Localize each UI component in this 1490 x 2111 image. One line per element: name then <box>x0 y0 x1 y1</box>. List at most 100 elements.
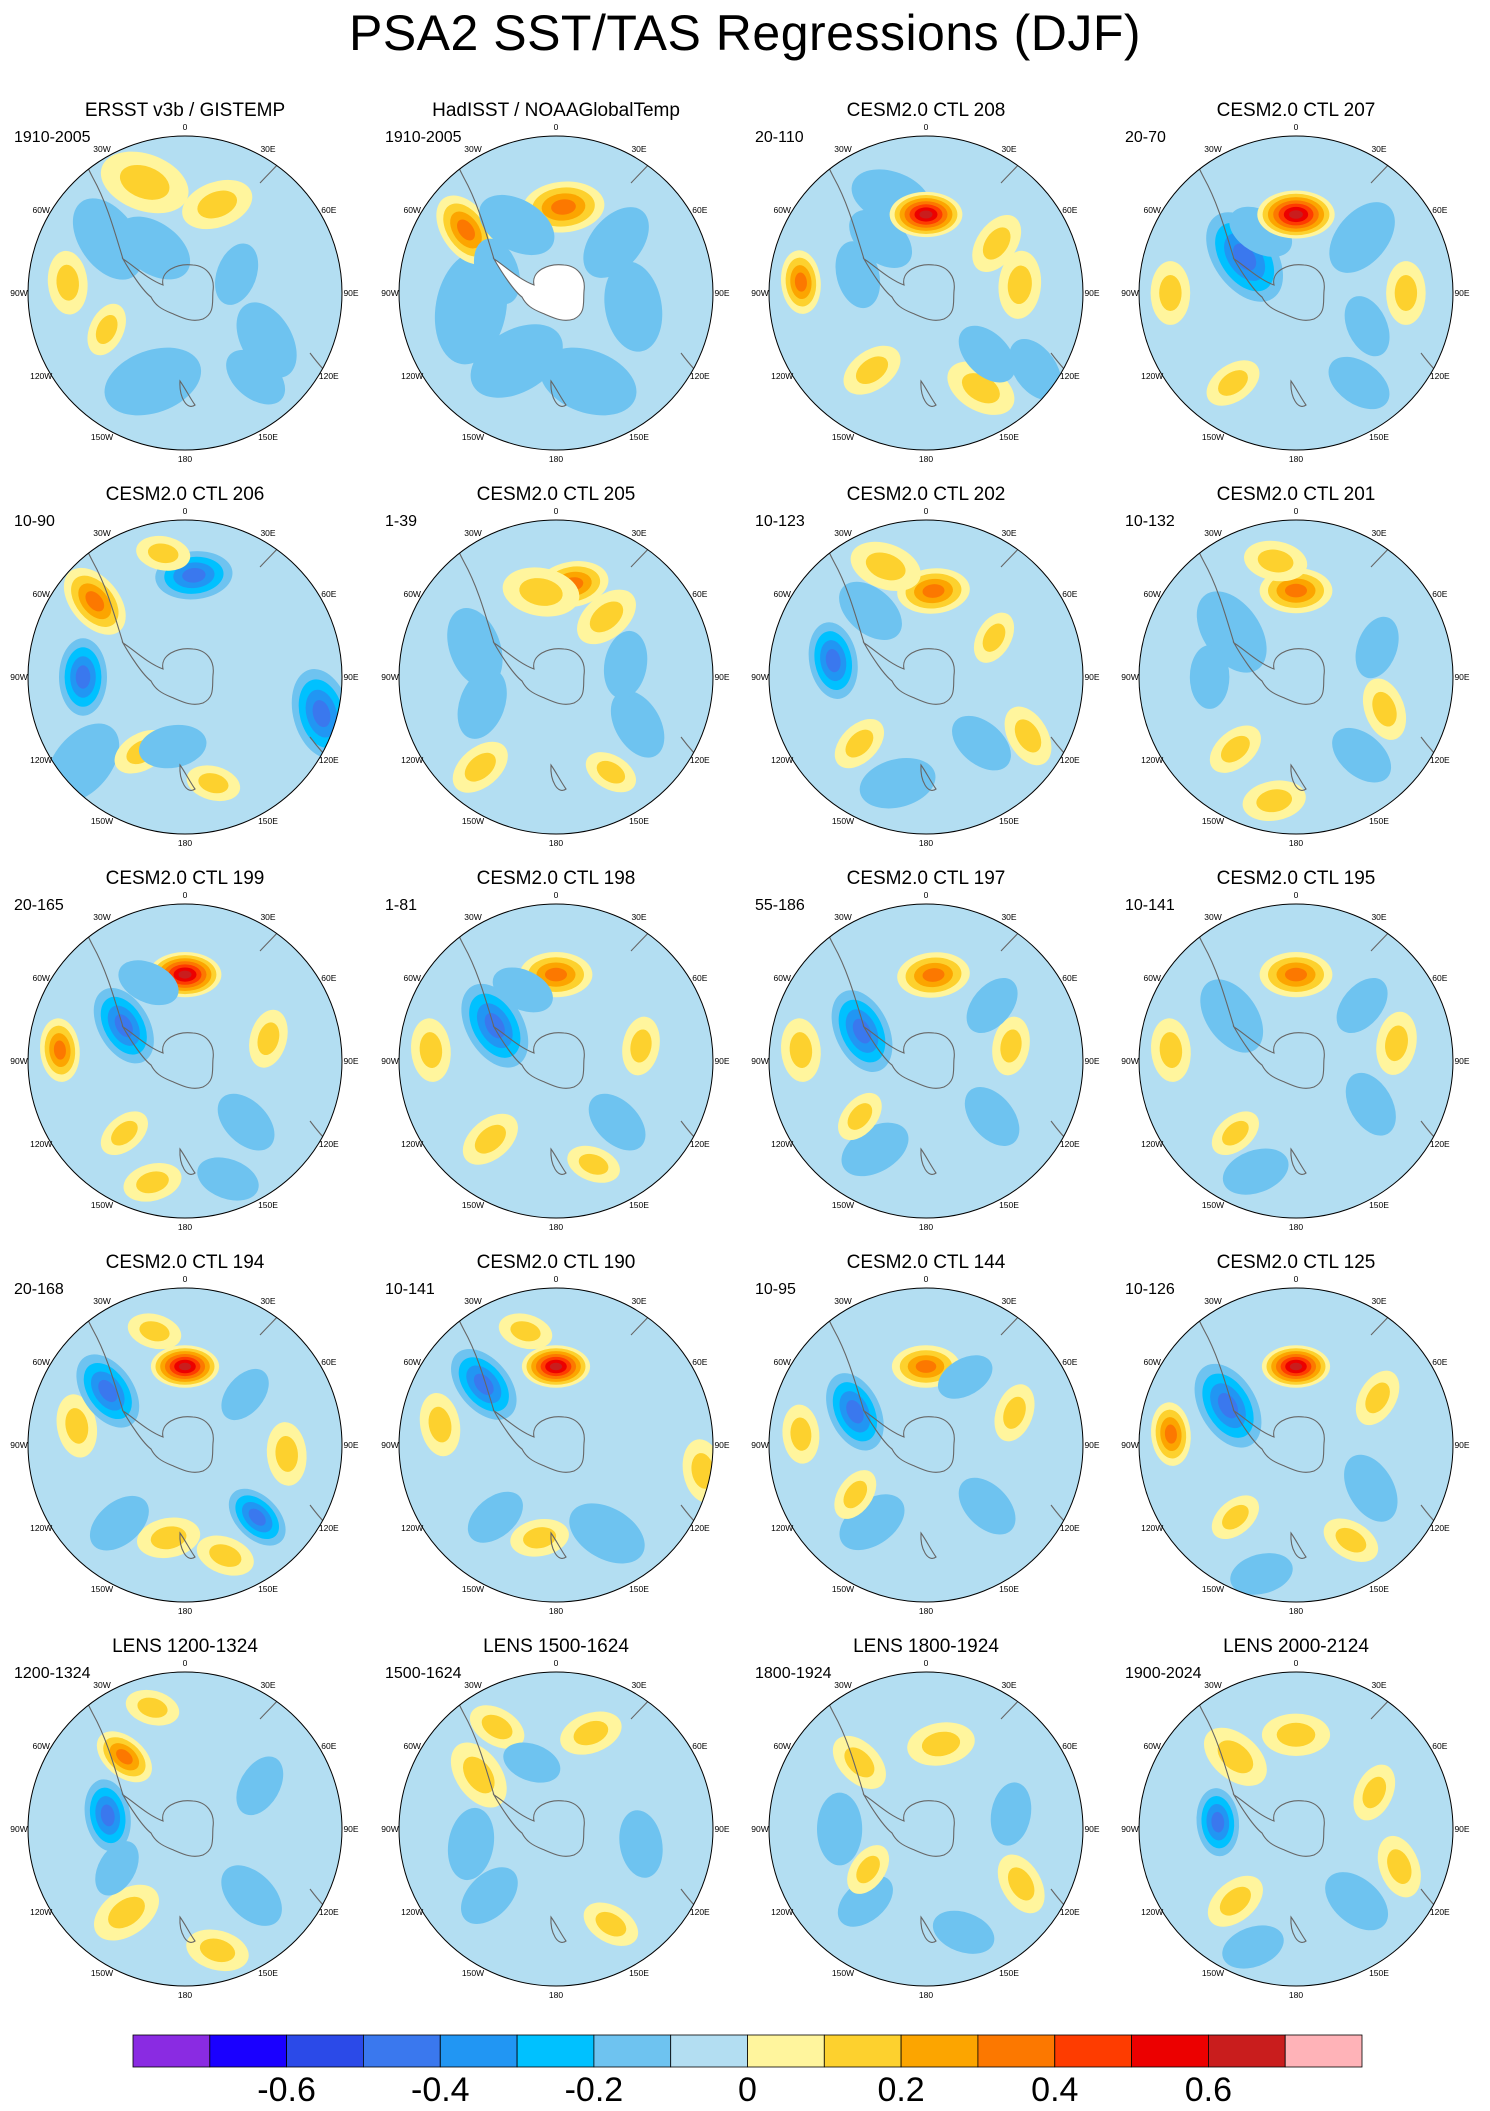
polar-map: 0 30E 60E 90E 120E 150E 180 150W 120W 90W 60W 30W <box>751 1658 1100 2000</box>
longitude-label: 30E <box>1371 1296 1386 1306</box>
longitude-label: 120W <box>30 755 52 765</box>
antarctica-coastline <box>862 1793 955 1857</box>
colorbar-swatch <box>593 2034 672 2068</box>
polar-map: 0 30E 60E 90E 120E 150E 180 150W 120W 90W 60W 30W <box>10 1274 359 1616</box>
map-border <box>768 519 1084 835</box>
longitude-label: 120W <box>771 1139 793 1149</box>
longitude-label: 90W <box>1121 672 1138 682</box>
longitude-label: 30W <box>1204 1680 1221 1690</box>
panel-period: 1-39 <box>385 513 418 530</box>
warm-anomaly <box>838 1092 882 1141</box>
longitude-label: 120E <box>1430 1139 1450 1149</box>
cold-anomaly <box>826 1373 884 1451</box>
longitude-label: 30W <box>834 1296 851 1306</box>
longitude-label: 30W <box>93 1296 110 1306</box>
warm-anomaly <box>469 1705 525 1749</box>
cold-anomaly <box>473 238 521 305</box>
longitude-label: 90W <box>751 1824 768 1834</box>
panel-title: LENS 1500-1624 <box>483 1636 629 1657</box>
cold-anomaly <box>619 1810 663 1878</box>
cold-anomaly <box>588 1093 646 1151</box>
longitude-label: 150W <box>91 1584 113 1594</box>
map-border <box>768 1287 1084 1603</box>
longitude-label: 0 <box>183 1658 188 1668</box>
regression-field <box>399 136 713 450</box>
longitude-label: 120E <box>1430 1907 1450 1917</box>
longitude-label: 30W <box>834 144 851 154</box>
coastline <box>920 1915 937 1943</box>
longitude-label: 120W <box>30 1523 52 1533</box>
colorbar-swatch <box>823 2034 902 2068</box>
longitude-label: 90E <box>714 672 729 682</box>
cold-anomaly <box>932 1910 995 1954</box>
longitude-label: 90W <box>381 672 398 682</box>
map-border <box>768 903 1084 1219</box>
longitude-label: 60W <box>32 589 49 599</box>
longitude-label: 30W <box>464 144 481 154</box>
panel-period: 1500-1624 <box>385 1665 462 1682</box>
warm-anomaly <box>100 1111 148 1156</box>
longitude-label: 150W <box>832 1968 854 1978</box>
antarctica-coastline <box>121 1025 214 1089</box>
warm-anomaly <box>997 1854 1045 1914</box>
longitude-label: 150E <box>999 1968 1019 1978</box>
longitude-label: 150W <box>1202 1584 1224 1594</box>
coastline <box>550 763 567 791</box>
longitude-label: 0 <box>1294 890 1299 900</box>
warm-anomaly <box>419 1392 461 1457</box>
longitude-label: 60W <box>32 1741 49 1751</box>
panel-period: 10-141 <box>385 1281 435 1298</box>
longitude-label: 90E <box>1454 288 1469 298</box>
longitude-label: 150E <box>629 432 649 442</box>
longitude-label: 60W <box>403 973 420 983</box>
longitude-label: 150W <box>462 1968 484 1978</box>
colorbar-tick-label: 0.4 <box>1031 2071 1078 2109</box>
longitude-label: 150W <box>462 432 484 442</box>
longitude-label: 90E <box>1084 1056 1099 1066</box>
longitude-label: 60E <box>321 1741 336 1751</box>
cold-anomaly <box>603 630 648 699</box>
warm-anomaly <box>47 250 88 315</box>
colorbar-swatch <box>286 2034 364 2068</box>
cold-anomaly <box>990 1782 1032 1846</box>
warm-anomaly <box>1386 261 1426 325</box>
cold-anomaly <box>952 715 1011 771</box>
longitude-label: 180 <box>178 1606 192 1616</box>
warm-anomaly <box>249 1009 288 1068</box>
longitude-label: 60E <box>692 1741 707 1751</box>
cold-anomaly <box>1345 1072 1396 1136</box>
colorbar-swatch <box>900 2034 979 2068</box>
cold-anomaly <box>228 1488 286 1546</box>
cold-anomaly <box>221 1865 282 1926</box>
longitude-label: 30W <box>93 528 110 538</box>
panel-period: 20-70 <box>1125 129 1166 146</box>
longitude-label: 90W <box>10 1056 27 1066</box>
antarctica-coastline <box>492 1793 585 1857</box>
longitude-label: 120E <box>1060 755 1080 765</box>
longitude-label: 90W <box>1121 1440 1138 1450</box>
longitude-label: 120E <box>1060 371 1080 381</box>
warm-anomaly <box>87 303 126 356</box>
cold-anomaly <box>1200 979 1264 1053</box>
longitude-label: 90E <box>1084 672 1099 682</box>
map-panel: CESM2.0 CTL 194 20-168 0 30E 60E 90E 120E 150E 1… <box>10 1252 360 1642</box>
warm-anomaly <box>1242 780 1306 821</box>
longitude-label: 150W <box>1202 816 1224 826</box>
longitude-label: 0 <box>1294 1658 1299 1668</box>
cold-anomaly <box>1336 977 1388 1034</box>
longitude-label: 150W <box>832 432 854 442</box>
warm-anomaly <box>510 1518 569 1557</box>
map-border <box>398 903 714 1219</box>
longitude-label: 150E <box>629 1200 649 1210</box>
map-border <box>398 1671 714 1987</box>
cold-anomaly <box>1189 645 1230 709</box>
cold-anomaly <box>1230 1553 1293 1595</box>
longitude-label: 60E <box>692 205 707 215</box>
longitude-label: 120E <box>690 1907 710 1917</box>
warm-anomaly <box>1209 725 1261 773</box>
colorbar-swatch <box>209 2034 288 2068</box>
panel-period: 1-81 <box>385 897 418 914</box>
map-panel: ERSST v3b / GISTEMP 1910-2005 0 30E 60E 90E 12… <box>10 100 360 490</box>
polar-map: 0 30E 60E 90E 120E 150E 180 150W 120W 90W 60W 30W <box>751 506 1100 848</box>
regression-field <box>769 1672 1083 1986</box>
